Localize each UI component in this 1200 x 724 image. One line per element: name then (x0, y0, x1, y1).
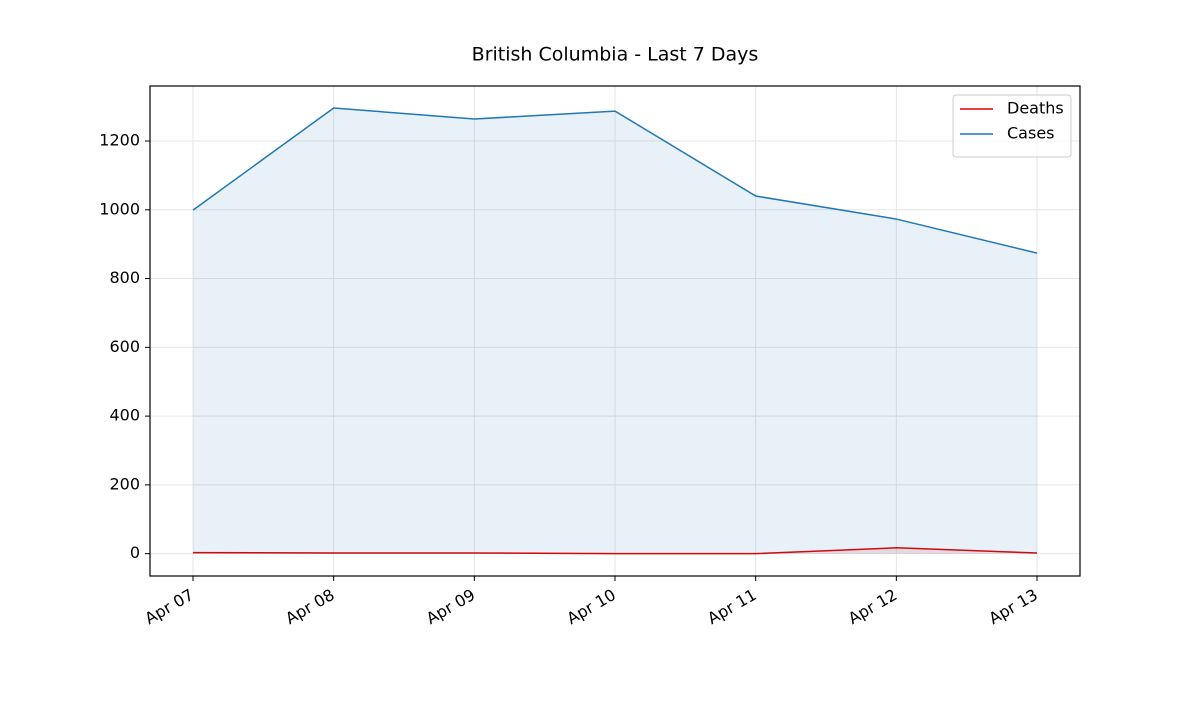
area (193, 108, 1037, 554)
y-tick-label: 200 (109, 474, 140, 493)
y-tick-label: 1200 (99, 131, 140, 150)
y-tick-label: 800 (109, 268, 140, 287)
area (193, 547, 1037, 554)
y-tick-label: 400 (109, 406, 140, 425)
legend-label: Cases (1007, 124, 1055, 143)
chart-title: British Columbia - Last 7 Days (472, 44, 759, 66)
plot-frame (149, 85, 1081, 577)
x-tick-label: Apr 10 (563, 585, 619, 628)
x-tick-label: Apr 13 (985, 585, 1041, 628)
y-tick-label: 600 (109, 337, 140, 356)
y-tick-label: 0 (130, 543, 140, 562)
line (192, 547, 1038, 555)
legend-label: Deaths (1007, 99, 1064, 118)
x-tick-label: Apr 11 (704, 585, 760, 628)
x-tick-label: Apr 08 (282, 585, 338, 628)
x-tick-label: Apr 12 (845, 585, 901, 628)
line (192, 107, 1038, 254)
x-tick-label: Apr 09 (423, 585, 479, 628)
x-tick-label: Apr 07 (141, 585, 197, 628)
y-tick-label: 1000 (99, 199, 140, 218)
legend-box (952, 94, 1072, 158)
